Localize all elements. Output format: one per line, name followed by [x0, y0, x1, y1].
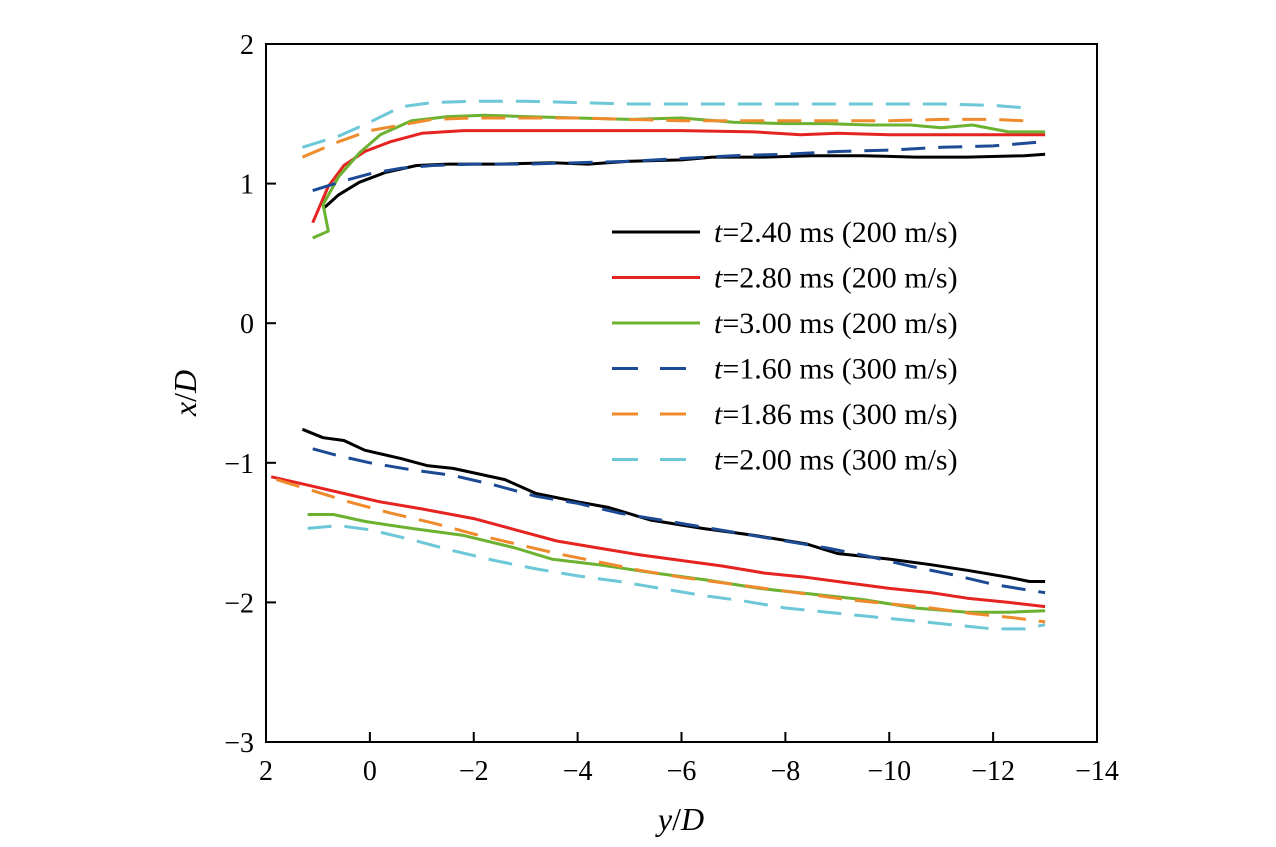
- series-5-lower-line: [275, 478, 1046, 624]
- x-tick-label: −12: [971, 756, 1015, 787]
- plot-frame: [265, 43, 1098, 743]
- series-5-upper-line: [301, 116, 1025, 159]
- y-tick-label: 2: [240, 30, 254, 61]
- y-axis-label: x/D: [167, 370, 203, 417]
- series-4-lower-line: [312, 447, 1046, 595]
- series-4-upper-line: [312, 140, 1046, 193]
- y-tick-label: 1: [240, 170, 254, 201]
- x-tick-label: 2: [259, 756, 273, 787]
- legend: t=2.40 ms (200 m/s) t=2.80 ms (200 m/s) t=…: [612, 216, 958, 477]
- series-layer: [270, 99, 1046, 631]
- x-axis-label: y/D: [655, 801, 704, 837]
- series-6-lower-line: [307, 524, 1046, 631]
- series-1-upper-line: [322, 152, 1046, 210]
- legend-label-4: t=1.60 ms (300 m/s): [714, 353, 958, 386]
- legend-label-6: t=2.00 ms (300 m/s): [714, 444, 958, 477]
- y-tick-label: −3: [224, 728, 254, 759]
- x-tick-label: 0: [363, 756, 377, 787]
- legend-label-3: t=3.00 ms (200 m/s): [714, 307, 958, 340]
- x-tick-label: −10: [867, 756, 911, 787]
- series-2-lower-line: [270, 475, 1046, 609]
- legend-label-5: t=1.86 ms (300 m/s): [714, 398, 958, 431]
- legend-label-2: t=2.80 ms (200 m/s): [714, 262, 958, 295]
- y-tick-label: −1: [224, 449, 254, 480]
- x-tick-label: −4: [563, 756, 593, 787]
- series-1-lower-line: [301, 427, 1046, 583]
- series-3-lower-line: [307, 513, 1046, 614]
- x-tick-label: −8: [770, 756, 800, 787]
- axis-ticks: 2 0 −2 −4 −6 −8 −10 −12 −14 2 1 0 −1 −2 −3: [224, 30, 1119, 787]
- x-tick-label: −14: [1075, 756, 1119, 787]
- y-tick-label: 0: [240, 309, 254, 340]
- x-tick-label: −2: [459, 756, 489, 787]
- series-6-upper-line: [301, 99, 1030, 149]
- legend-label-1: t=2.40 ms (200 m/s): [714, 216, 958, 249]
- y-tick-label: −2: [224, 588, 254, 619]
- series-2-upper-line: [311, 129, 1046, 224]
- x-tick-label: −6: [667, 756, 697, 787]
